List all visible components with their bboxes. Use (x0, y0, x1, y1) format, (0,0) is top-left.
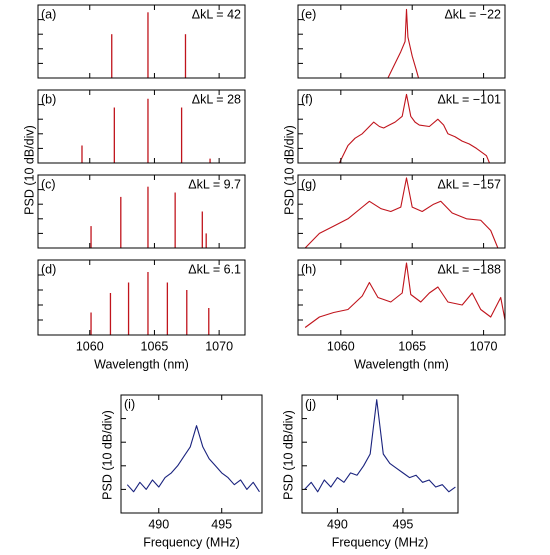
panel-label: (f) (301, 92, 313, 106)
panel-label: (j) (305, 397, 316, 411)
spectrum-line (304, 399, 456, 493)
annotation: ΔkL = 28 (192, 92, 241, 106)
panel-data (126, 425, 260, 493)
panel-frame (37, 174, 246, 249)
annotation: ΔkL = −188 (438, 262, 502, 276)
spectrum-line (126, 425, 260, 493)
panel-label: (b) (41, 92, 56, 106)
panel-data (90, 186, 207, 248)
panel-frame (37, 259, 246, 336)
y-axis-label: PSD (10 dB/div) (100, 410, 114, 500)
x-tick-label: 490 (327, 517, 348, 531)
spectrum-line (338, 93, 491, 163)
annotation: ΔkL = −101 (438, 92, 502, 106)
panel-frame (297, 259, 506, 336)
x-tick-label: 1060 (76, 339, 104, 353)
panel-label: (d) (41, 262, 56, 276)
x-axis-label: Frequency (MHz) (143, 535, 240, 549)
panel-data (81, 98, 211, 163)
x-tick-label: 1060 (327, 339, 355, 353)
x-tick-label: 1065 (141, 339, 169, 353)
x-tick-label: 490 (148, 517, 169, 531)
panel-data (304, 399, 456, 493)
panel-frame (301, 394, 459, 514)
panel-label: (h) (301, 262, 316, 276)
x-tick-label: 495 (393, 517, 414, 531)
panel-data (338, 93, 491, 163)
spectrum-line (304, 177, 499, 248)
x-tick-label: 1070 (205, 339, 233, 353)
panel-data (90, 272, 210, 335)
x-tick-label: 1065 (398, 339, 426, 353)
panel-data (304, 262, 505, 328)
panel-label: (g) (301, 177, 316, 191)
x-tick-label: 1070 (470, 339, 498, 353)
x-axis-label: Wavelength (nm) (354, 357, 449, 371)
panel-label: (a) (41, 7, 56, 21)
panel-frame (297, 89, 506, 164)
y-axis-label: PSD (10 dB/div) (282, 125, 296, 215)
panel-data (304, 177, 499, 248)
annotation: ΔkL = −22 (444, 7, 501, 21)
panel-label: (c) (41, 177, 56, 191)
annotation: ΔkL = 9.7 (188, 177, 241, 191)
annotation: ΔkL = −157 (438, 177, 502, 191)
panel-frame (120, 394, 263, 514)
spectrum-line (387, 8, 420, 78)
y-axis-label: PSD (10 dB/div) (22, 125, 36, 215)
panel-frame (297, 4, 506, 79)
annotation: ΔkL = 42 (192, 7, 241, 21)
panel-frame (37, 4, 246, 79)
panel-label: (e) (301, 7, 316, 21)
panel-frame (297, 174, 506, 249)
x-tick-label: 495 (211, 517, 232, 531)
x-axis-label: Wavelength (nm) (94, 357, 189, 371)
annotation: ΔkL = 6.1 (188, 262, 241, 276)
panel-data (111, 12, 187, 78)
x-axis-label: Frequency (MHz) (332, 535, 429, 549)
y-axis-label: PSD (10 dB/div) (281, 410, 295, 500)
spectrum-line (304, 262, 505, 328)
panel-data (387, 8, 420, 78)
panel-label: (i) (124, 397, 135, 411)
panel-frame (37, 89, 246, 164)
